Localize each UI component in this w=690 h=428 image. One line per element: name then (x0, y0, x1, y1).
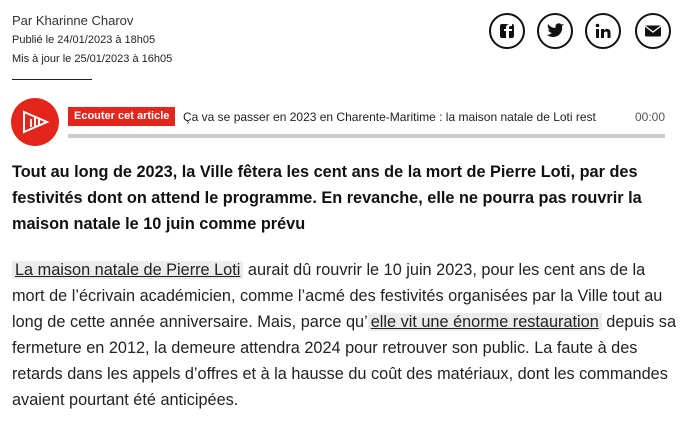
lede: Tout au long de 2023, la Ville fêtera le… (12, 163, 642, 233)
audio-progress[interactable] (68, 134, 665, 138)
inline-link[interactable]: elle vit une énorme restauration (367, 313, 602, 331)
audio-time: 00:00 (635, 110, 666, 124)
body-text: depuis sa fermeture en 2012, la demeure … (12, 313, 677, 409)
updated-date: Mis à jour le 25/01/2023 à 16h05 (12, 53, 173, 65)
published-date: Publié le 24/01/2023 à 18h05 (12, 34, 156, 46)
share-buttons (489, 13, 671, 49)
divider (12, 79, 92, 80)
share-facebook[interactable] (489, 13, 525, 49)
body-text: aurait dû rouvrir le 10 juin 2023, pour … (12, 261, 663, 331)
listen-button[interactable]: Ecouter cet article (68, 107, 176, 126)
article-body: La maison natale de Pierre Loti aurait d… (12, 257, 677, 413)
inline-link[interactable]: La maison natale de Pierre Loti (12, 261, 244, 279)
audio-play-button[interactable] (10, 97, 62, 149)
audio-title: Ça va se passer en 2023 en Charente-Mari… (183, 110, 596, 124)
author: Par Kharinne Charov (12, 13, 134, 28)
share-linkedin[interactable] (585, 13, 621, 49)
share-twitter[interactable] (537, 13, 573, 49)
share-email[interactable] (635, 13, 671, 49)
